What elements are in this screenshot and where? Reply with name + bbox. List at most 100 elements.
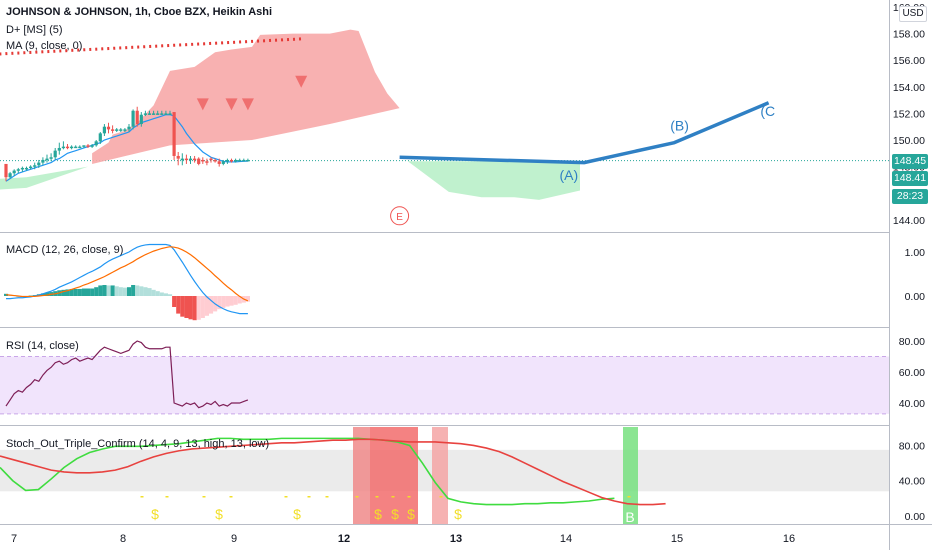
last-price-tag: 148.45 — [892, 154, 928, 169]
signal-dot — [307, 496, 311, 498]
sell-arrow-icon — [295, 75, 308, 88]
candle-body — [57, 147, 61, 151]
macd-label[interactable]: MACD (12, 26, close, 9) — [6, 244, 124, 256]
signal-dot — [439, 496, 443, 498]
candle-body — [139, 114, 143, 125]
candle-body — [119, 129, 123, 131]
stoch-tick-label: 40.00 — [899, 476, 925, 488]
candle-body — [115, 129, 119, 131]
signal-dot — [375, 496, 379, 498]
candle-body — [225, 159, 229, 162]
macd-histogram-bar — [172, 296, 177, 307]
macd-histogram-bar — [176, 296, 181, 314]
macd-pane[interactable] — [4, 243, 250, 321]
price-tick-label: 154.00 — [893, 82, 925, 94]
signal-dot — [407, 496, 411, 498]
macd-histogram-bar — [90, 288, 95, 296]
support-cloud-right — [407, 161, 580, 200]
macd-tick-label: 1.00 — [905, 247, 926, 259]
signal-dot — [325, 496, 329, 498]
stoch-pane[interactable]: $ $ $ $ $ $ $ B — [0, 427, 889, 525]
candle-body — [143, 113, 147, 115]
candle-body — [33, 165, 37, 167]
macd-histogram-bar — [118, 287, 123, 296]
macd-histogram-bar — [143, 287, 148, 296]
time-tick-label: 7 — [11, 533, 17, 545]
candle-body — [16, 169, 20, 171]
macd-histogram-bar — [73, 288, 78, 296]
candle-body — [205, 161, 209, 163]
macd-histogram-bar — [45, 292, 50, 296]
macd-histogram-bar — [225, 296, 230, 307]
chart-title[interactable]: JOHNSON & JOHNSON, 1h, Cboe BZX, Heikin … — [6, 6, 273, 18]
support-cloud-left — [0, 166, 88, 190]
dollar-signal-icon: $ — [293, 506, 301, 522]
candle-body — [123, 129, 127, 131]
signal-dot — [229, 496, 233, 498]
price-tick-label: 152.00 — [893, 108, 925, 120]
macd-histogram-bar — [102, 285, 107, 296]
signal-line — [5, 246, 249, 302]
wave-label: (A) — [560, 167, 579, 183]
countdown-tag: 28:23 — [892, 189, 928, 204]
candle-body — [98, 133, 102, 142]
macd-histogram-bar — [86, 288, 91, 296]
buy-signal-icon: B — [625, 509, 634, 525]
macd-histogram-bar — [147, 288, 152, 296]
macd-histogram-bar — [159, 292, 164, 296]
candle-body — [41, 159, 45, 163]
time-axis[interactable]: 7 8 9 12 13 14 15 16 — [11, 533, 795, 545]
macd-histogram-bar — [155, 291, 160, 296]
candle-body — [61, 146, 65, 149]
ma-line — [5, 114, 248, 182]
macd-histogram-bar — [233, 296, 238, 305]
price-tick-label: 144.00 — [893, 215, 925, 227]
candle-body — [20, 167, 24, 170]
time-tick-label: 13 — [450, 533, 462, 545]
candle-body — [221, 161, 225, 164]
candle-body — [12, 170, 16, 174]
rsi-tick-label: 40.00 — [899, 398, 925, 410]
candle-body — [8, 173, 12, 178]
stoch-label[interactable]: Stoch_Out_Triple_Confirm (14, 4, 9, 13, … — [6, 438, 270, 450]
candle-body — [111, 129, 115, 131]
macd-histogram-bar — [188, 296, 193, 320]
signal-highlight — [623, 427, 638, 524]
macd-histogram-bar — [180, 296, 185, 317]
indicator-dmark-label[interactable]: D+ [MS] (5) — [6, 24, 63, 36]
candle-body — [213, 159, 217, 162]
rsi-pane[interactable] — [0, 340, 889, 415]
candle-body — [188, 158, 193, 161]
time-tick-label: 16 — [783, 533, 795, 545]
wave-label: (B) — [670, 118, 689, 134]
macd-histogram-bar — [98, 285, 103, 296]
indicator-ma-label[interactable]: MA (9, close, 0) — [6, 40, 83, 52]
candle-body — [127, 126, 131, 130]
price-pane[interactable]: (A) (B) (C E — [0, 29, 890, 226]
candle-body — [37, 162, 41, 166]
time-tick-label: 15 — [671, 533, 683, 545]
candle-body — [53, 150, 57, 158]
currency-button[interactable]: USD — [899, 6, 927, 22]
signal-dot — [627, 496, 631, 498]
macd-histogram-bar — [40, 293, 45, 296]
rsi-label[interactable]: RSI (14, close) — [6, 340, 79, 352]
macd-histogram-bar — [69, 288, 74, 296]
e-marker — [390, 206, 410, 226]
candle-body — [168, 113, 172, 115]
e-marker-label: E — [396, 212, 403, 223]
signal-dot — [284, 496, 288, 498]
candle-body — [147, 113, 152, 115]
macd-histogram-bar — [77, 288, 82, 296]
dollar-signal-icon: $ — [391, 506, 399, 522]
macd-histogram-bar — [114, 286, 119, 296]
macd-histogram-bar — [163, 293, 168, 296]
macd-histogram-bar — [184, 296, 189, 318]
macd-histogram-bar — [245, 296, 250, 302]
wave-label: (C — [760, 103, 775, 119]
candle-body — [24, 167, 29, 170]
candle-body — [65, 146, 70, 149]
time-tick-label: 9 — [231, 533, 237, 545]
time-tick-label: 8 — [120, 533, 126, 545]
